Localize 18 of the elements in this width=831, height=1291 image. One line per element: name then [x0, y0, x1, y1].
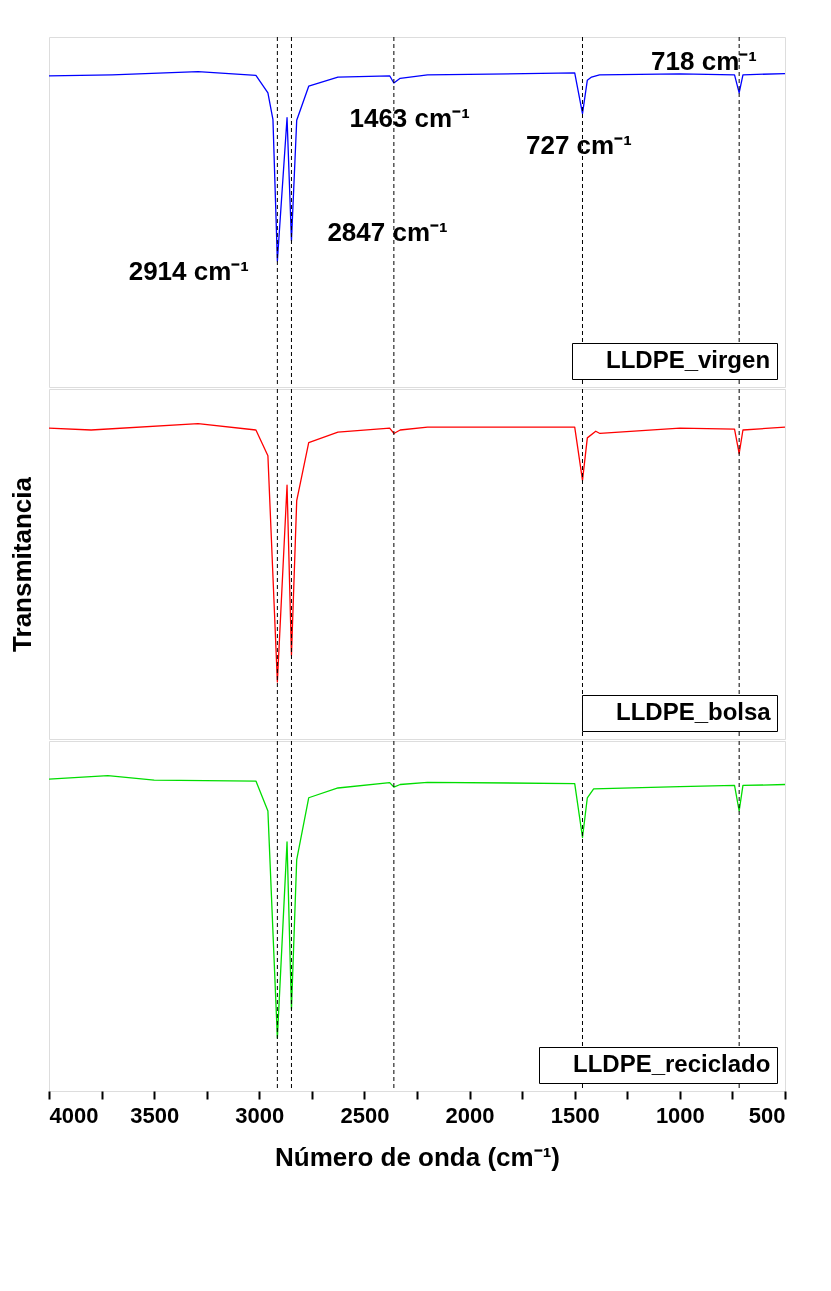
x-tick-label: 3500 — [130, 1102, 180, 1128]
text: LLDPE_bolsa — [616, 698, 772, 725]
annotation: 718 cm⁻¹ — [651, 45, 757, 76]
x-tick-label: 3000 — [235, 1102, 285, 1128]
x-tick-label: 4000 — [49, 1102, 99, 1128]
x-axis-title: Número de onda (cm⁻¹) — [275, 1141, 560, 1172]
annotation: 1463 cm⁻¹ — [349, 103, 470, 134]
annotation: 727 cm⁻¹ — [526, 129, 632, 160]
y-axis-title: Transmitancia — [6, 476, 37, 652]
text: LLDPE_virgen — [606, 346, 771, 373]
annotation: 2914 cm⁻¹ — [128, 255, 249, 286]
x-tick-label: 1500 — [550, 1102, 600, 1128]
x-tick-label: 500 — [748, 1102, 786, 1128]
x-tick-label: 2000 — [445, 1102, 495, 1128]
x-tick-label: 1000 — [655, 1102, 705, 1128]
annotation: 2847 cm⁻¹ — [327, 217, 448, 247]
x-tick-label: 2500 — [340, 1102, 390, 1128]
text: LLDPE_reciclado — [573, 1050, 771, 1077]
